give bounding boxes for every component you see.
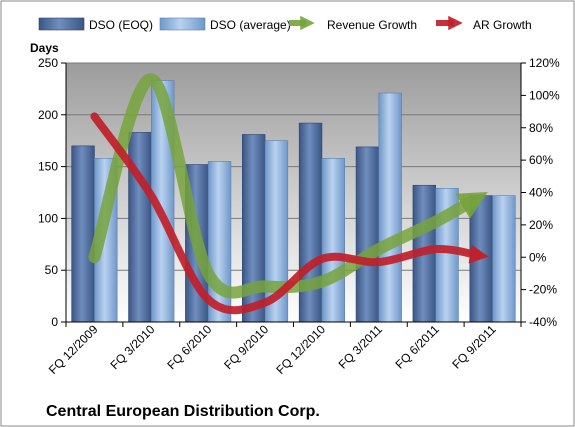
- ar-growth-line: [90, 112, 489, 315]
- left-axis-tick-label: 200: [38, 108, 58, 122]
- right-axis-tick-label: -20%: [529, 283, 557, 297]
- left-axis-tick-label: 0: [51, 315, 58, 329]
- line-series: [88, 73, 489, 315]
- legend-label-revenue-growth: Revenue Growth: [327, 18, 417, 32]
- bar-dso-average: [492, 195, 516, 323]
- legend-label-dso-eoq: DSO (EOQ): [89, 18, 153, 32]
- left-axis-tick-label: 100: [38, 211, 58, 225]
- left-axis-tick-label: 150: [38, 160, 58, 174]
- left-axis-tick-label: 50: [45, 263, 59, 277]
- right-axis-tick-label: 80%: [529, 121, 553, 135]
- left-axis-tick-label: 250: [38, 56, 58, 70]
- legend-label-dso-average: DSO (average): [210, 18, 291, 32]
- bar-dso-eoq: [355, 146, 380, 323]
- legend-label-ar-growth: AR Growth: [473, 18, 532, 32]
- bar-dso-eoq: [298, 122, 323, 323]
- bar-dso-average: [378, 92, 402, 323]
- bar-dso-average: [321, 158, 345, 323]
- right-axis-tick-label: 40%: [529, 186, 553, 200]
- bar-series: [71, 80, 516, 323]
- left-axis-ticks: 0 50 100 150 200 250: [38, 56, 66, 329]
- right-axis-tick-label: 120%: [529, 56, 560, 70]
- right-axis-tick-label: 100%: [529, 88, 560, 102]
- y-axis-title: Days: [30, 41, 59, 55]
- legend-swatch-dso-average: [159, 17, 206, 31]
- right-axis-ticks: -40% -20% 0% 20% 40% 60% 80% 100% 120%: [521, 56, 560, 329]
- bar-dso-eoq: [469, 195, 493, 323]
- revenue-growth-line: [88, 73, 488, 299]
- legend-swatch-dso-eoq: [38, 17, 85, 31]
- right-axis-tick-label: 20%: [529, 218, 553, 232]
- bar-dso-eoq: [71, 145, 95, 323]
- chart-title: Central European Distribution Corp.: [46, 403, 320, 420]
- legend: DSO (EOQ) DSO (average) Revenue Growth A…: [38, 15, 532, 32]
- right-axis-tick-label: -40%: [529, 315, 557, 329]
- right-axis-tick-label: 60%: [529, 153, 553, 167]
- right-axis-tick-label: 0%: [529, 250, 547, 264]
